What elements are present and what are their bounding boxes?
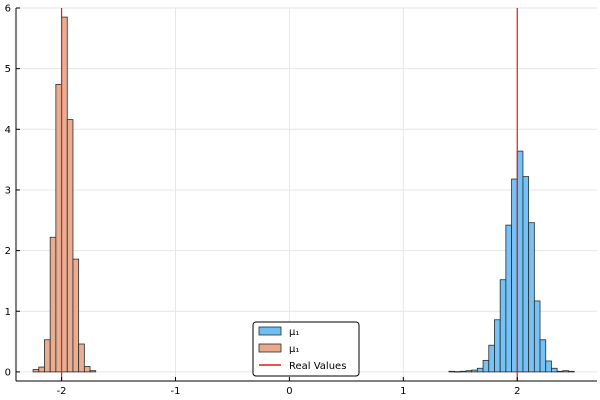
histogram-bar <box>494 319 501 373</box>
histogram-bar <box>448 370 455 373</box>
y-tick-label: 3 <box>5 185 11 196</box>
x-tick-label: -1 <box>170 386 180 397</box>
y-tick-label: 5 <box>5 64 11 75</box>
histogram-bar <box>568 370 575 373</box>
histogram-bar <box>505 224 512 373</box>
histogram-bar <box>55 84 62 373</box>
histogram-bar <box>454 371 461 373</box>
histogram-bar <box>83 366 91 373</box>
histogram-bar <box>465 370 473 373</box>
x-tick-label: 2 <box>514 386 520 397</box>
series-1-bars <box>448 150 575 373</box>
tick-labels: -2 -1 0 1 2 0 1 2 3 4 5 6 <box>5 4 521 398</box>
histogram-bar <box>556 370 564 373</box>
histogram-bar <box>49 236 57 373</box>
legend-swatch <box>258 343 282 353</box>
histogram-bar <box>38 366 45 373</box>
histogram-bar <box>551 367 558 373</box>
y-tick-label: 4 <box>5 125 11 136</box>
histogram-bar <box>61 16 68 373</box>
histogram-bar <box>72 258 80 373</box>
histogram-bar <box>545 360 552 373</box>
legend: μ₁ μ₁ Real Values <box>252 321 360 377</box>
histogram-bar <box>499 279 507 373</box>
histogram-bar <box>562 370 569 373</box>
histogram-bar <box>89 370 97 373</box>
histogram-bar <box>516 150 524 373</box>
real-value-lines <box>60 8 518 381</box>
legend-box <box>252 321 360 377</box>
histogram-bar <box>32 369 40 373</box>
legend-label: μ₁ <box>289 327 299 338</box>
histogram-bar <box>528 222 535 373</box>
histogram-bar <box>44 339 51 373</box>
y-tick-label: 6 <box>5 4 11 15</box>
y-tick-label: 2 <box>5 246 11 257</box>
histogram-bar <box>476 367 484 373</box>
x-tick-label: 1 <box>400 386 406 397</box>
histogram-bar <box>78 343 85 373</box>
legend-label: Real Values <box>289 361 346 372</box>
series-2-bars <box>32 16 97 373</box>
y-tick-label: 1 <box>5 307 11 318</box>
legend-label: μ₁ <box>289 344 299 355</box>
histogram-bar <box>459 370 467 373</box>
histogram-bar <box>522 176 530 373</box>
y-tick-label: 0 <box>5 367 11 378</box>
histogram-bar <box>539 339 547 373</box>
axes <box>15 7 597 382</box>
histogram-bars <box>32 16 575 373</box>
histogram-bar <box>471 369 478 373</box>
x-tick-label: -2 <box>57 386 67 397</box>
histogram-bar <box>66 119 74 373</box>
histogram-bar <box>533 300 541 373</box>
x-tick-label: 0 <box>286 386 292 397</box>
histogram-bar <box>511 178 518 373</box>
histogram-bar <box>482 359 490 373</box>
histogram-bar <box>488 344 495 373</box>
legend-swatch <box>258 326 282 336</box>
